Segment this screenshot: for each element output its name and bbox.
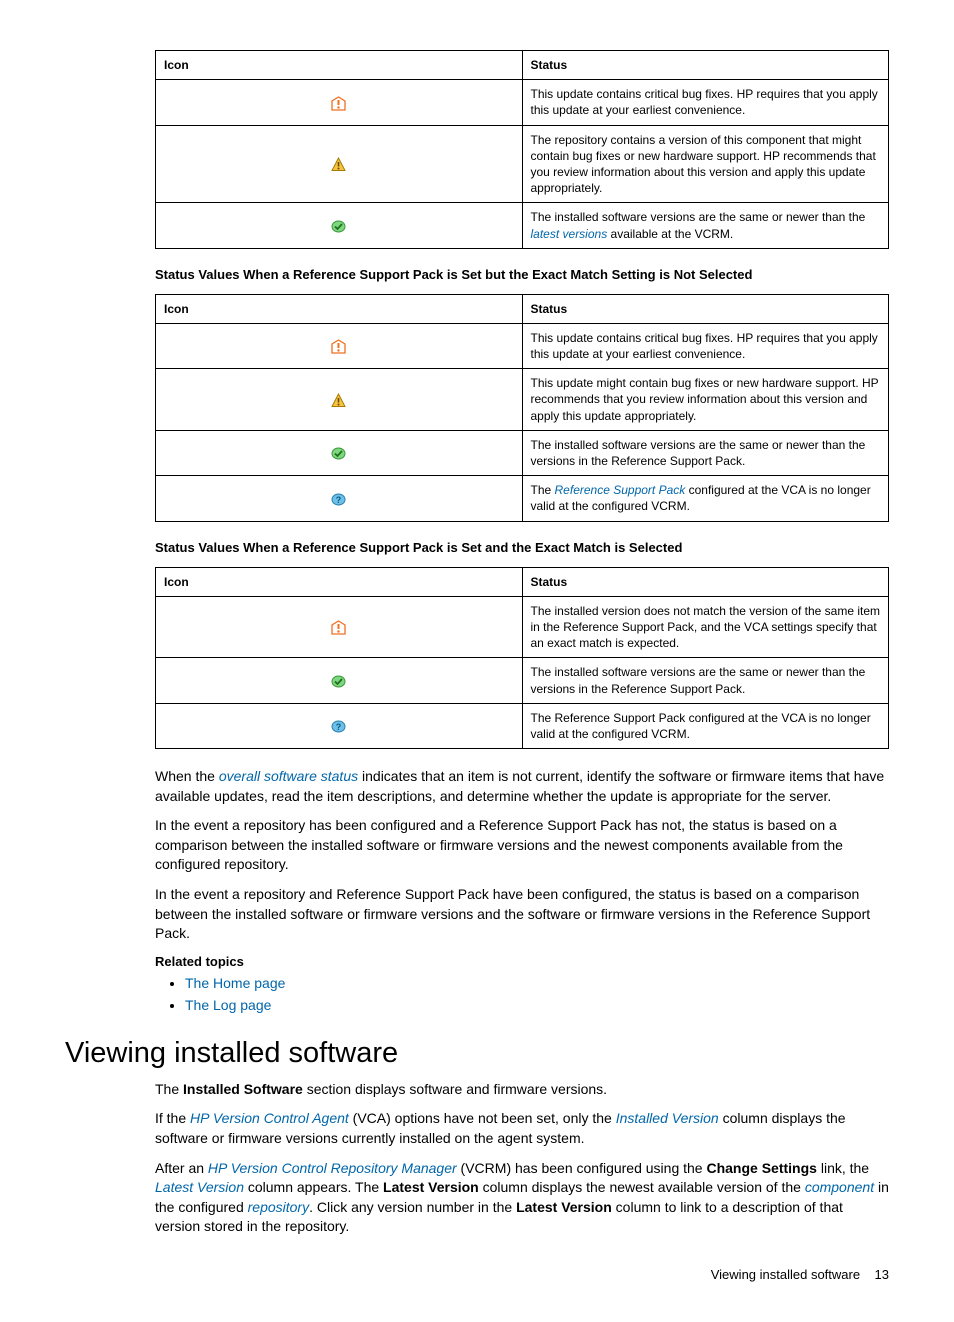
paragraph: If the HP Version Control Agent (VCA) op… — [155, 1109, 889, 1148]
paragraph: The Installed Software section displays … — [155, 1080, 889, 1100]
table-row: The Reference Support Pack configured at… — [156, 703, 889, 748]
table-row: The installed software versions are the … — [156, 203, 889, 248]
glossary-link[interactable]: repository — [248, 1199, 309, 1215]
footer-text: Viewing installed software — [711, 1267, 860, 1282]
page-number: 13 — [875, 1267, 889, 1282]
status-cell: The installed version does not match the… — [522, 596, 889, 658]
table-row: The installed software versions are the … — [156, 658, 889, 703]
status-table-2: Icon Status This update contains critica… — [155, 294, 889, 522]
ok-icon — [331, 219, 346, 234]
related-topics-list: The Home page The Log page — [185, 975, 889, 1013]
status-table-1: Icon Status This update contains critica… — [155, 50, 889, 249]
table-row: This update contains critical bug fixes.… — [156, 80, 889, 125]
text: After an — [155, 1160, 208, 1176]
glossary-link[interactable]: component — [805, 1179, 874, 1195]
status-cell: The Reference Support Pack configured at… — [522, 476, 889, 521]
text: column displays the newest available ver… — [479, 1179, 805, 1195]
th-icon: Icon — [156, 294, 523, 323]
help-icon — [331, 719, 346, 734]
paragraph: In the event a repository and Reference … — [155, 885, 889, 944]
table-row: The repository contains a version of thi… — [156, 125, 889, 203]
warning-icon — [331, 393, 346, 408]
glossary-link[interactable]: Latest Version — [155, 1179, 244, 1195]
status-cell: This update might contain bug fixes or n… — [522, 369, 889, 431]
critical-icon — [331, 620, 346, 635]
text: available at the VCRM. — [607, 227, 733, 241]
glossary-link[interactable]: Installed Version — [616, 1110, 719, 1126]
th-status: Status — [522, 294, 889, 323]
glossary-link[interactable]: HP Version Control Repository Manager — [208, 1160, 457, 1176]
th-status: Status — [522, 567, 889, 596]
table-row: The Reference Support Pack configured at… — [156, 476, 889, 521]
related-link[interactable]: The Home page — [185, 975, 285, 991]
page-footer: Viewing installed software 13 — [65, 1267, 889, 1282]
text: (VCA) options have not been set, only th… — [349, 1110, 616, 1126]
text: link, the — [817, 1160, 869, 1176]
glossary-link[interactable]: latest versions — [531, 227, 608, 241]
th-icon: Icon — [156, 51, 523, 80]
th-status: Status — [522, 51, 889, 80]
paragraph: In the event a repository has been confi… — [155, 816, 889, 875]
text: When the — [155, 768, 219, 784]
status-cell: The installed software versions are the … — [522, 658, 889, 703]
text: column appears. The — [244, 1179, 383, 1195]
list-item: The Home page — [185, 975, 889, 991]
table-row: This update contains critical bug fixes.… — [156, 323, 889, 368]
status-cell: The installed software versions are the … — [522, 430, 889, 475]
table2-heading: Status Values When a Reference Support P… — [155, 267, 889, 282]
table-row: The installed software versions are the … — [156, 430, 889, 475]
text: The — [531, 483, 555, 497]
glossary-link[interactable]: HP Version Control Agent — [190, 1110, 349, 1126]
status-cell: This update contains critical bug fixes.… — [522, 323, 889, 368]
status-cell: The repository contains a version of thi… — [522, 125, 889, 203]
status-table-3: Icon Status The installed version does n… — [155, 567, 889, 750]
paragraph: After an HP Version Control Repository M… — [155, 1159, 889, 1237]
list-item: The Log page — [185, 997, 889, 1013]
bold-term: Change Settings — [706, 1160, 816, 1176]
text: . Click any version number in the — [309, 1199, 516, 1215]
bold-term: Latest Version — [516, 1199, 612, 1215]
related-topics-label: Related topics — [155, 954, 889, 969]
critical-icon — [331, 339, 346, 354]
ok-icon — [331, 446, 346, 461]
paragraph: When the overall software status indicat… — [155, 767, 889, 806]
th-icon: Icon — [156, 567, 523, 596]
text: If the — [155, 1110, 190, 1126]
table-row: This update might contain bug fixes or n… — [156, 369, 889, 431]
status-cell: The installed software versions are the … — [522, 203, 889, 248]
glossary-link[interactable]: Reference Support Pack — [555, 483, 686, 497]
text: The installed software versions are the … — [531, 210, 866, 224]
table-row: The installed version does not match the… — [156, 596, 889, 658]
table3-heading: Status Values When a Reference Support P… — [155, 540, 889, 555]
bold-term: Installed Software — [183, 1081, 303, 1097]
text: The — [155, 1081, 183, 1097]
text: section displays software and firmware v… — [303, 1081, 607, 1097]
bold-term: Latest Version — [383, 1179, 479, 1195]
warning-icon — [331, 157, 346, 172]
critical-icon — [331, 96, 346, 111]
status-cell: The Reference Support Pack configured at… — [522, 703, 889, 748]
ok-icon — [331, 674, 346, 689]
section-heading: Viewing installed software — [65, 1037, 889, 1070]
text: (VCRM) has been configured using the — [457, 1160, 707, 1176]
glossary-link[interactable]: overall software status — [219, 768, 358, 784]
help-icon — [331, 492, 346, 507]
status-cell: This update contains critical bug fixes.… — [522, 80, 889, 125]
related-link[interactable]: The Log page — [185, 997, 271, 1013]
